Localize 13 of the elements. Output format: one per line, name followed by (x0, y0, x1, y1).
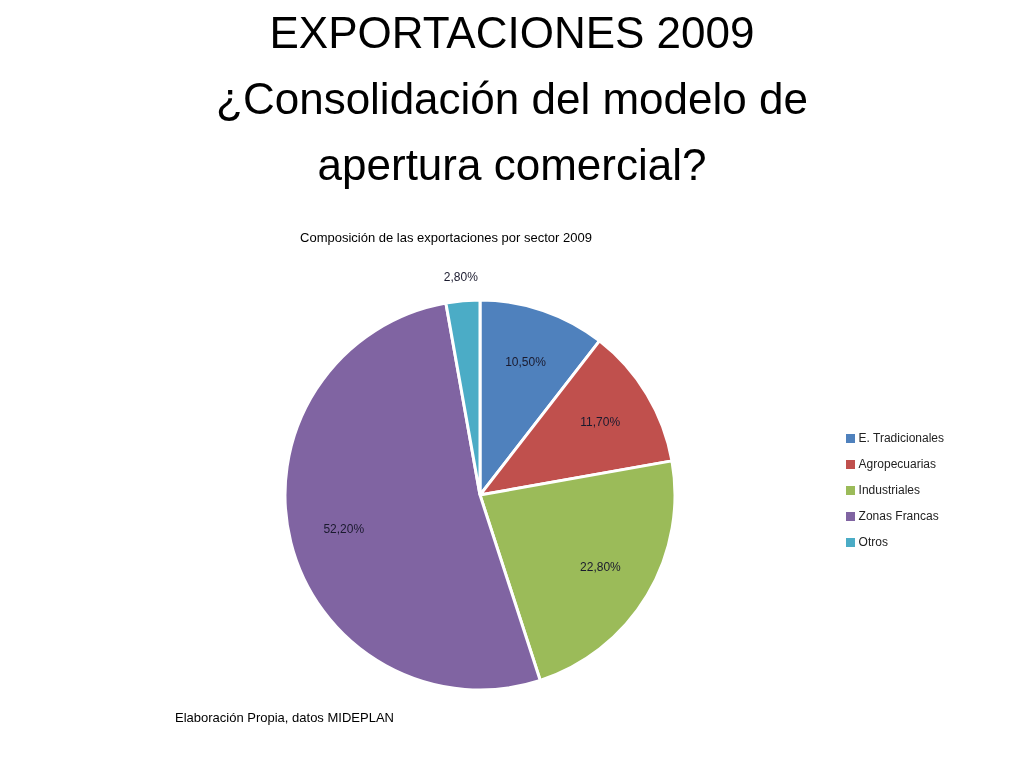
legend-label: Zonas Francas (858, 509, 939, 523)
data-label: 11,70% (580, 415, 621, 430)
legend-label: Otros (858, 535, 888, 549)
chart-subtitle: Composición de las exportaciones por sector 2009 (299, 230, 593, 245)
chart-title: EXPORTACIONES 2009 ¿Consolidación del modelo de apertura comercial? (215, 7, 809, 191)
data-label: 52,20% (323, 522, 365, 537)
legend-label: Agropecuarias (858, 457, 936, 471)
legend-label: Industriales (858, 483, 920, 497)
data-label: 2,80% (443, 270, 479, 285)
data-label: 10,50% (505, 355, 547, 370)
data-label: 22,80% (580, 560, 622, 575)
legend-label: E. Tradicionales (858, 431, 944, 445)
text: Elaboración Propia, datos MIDEPLAN (175, 710, 394, 725)
